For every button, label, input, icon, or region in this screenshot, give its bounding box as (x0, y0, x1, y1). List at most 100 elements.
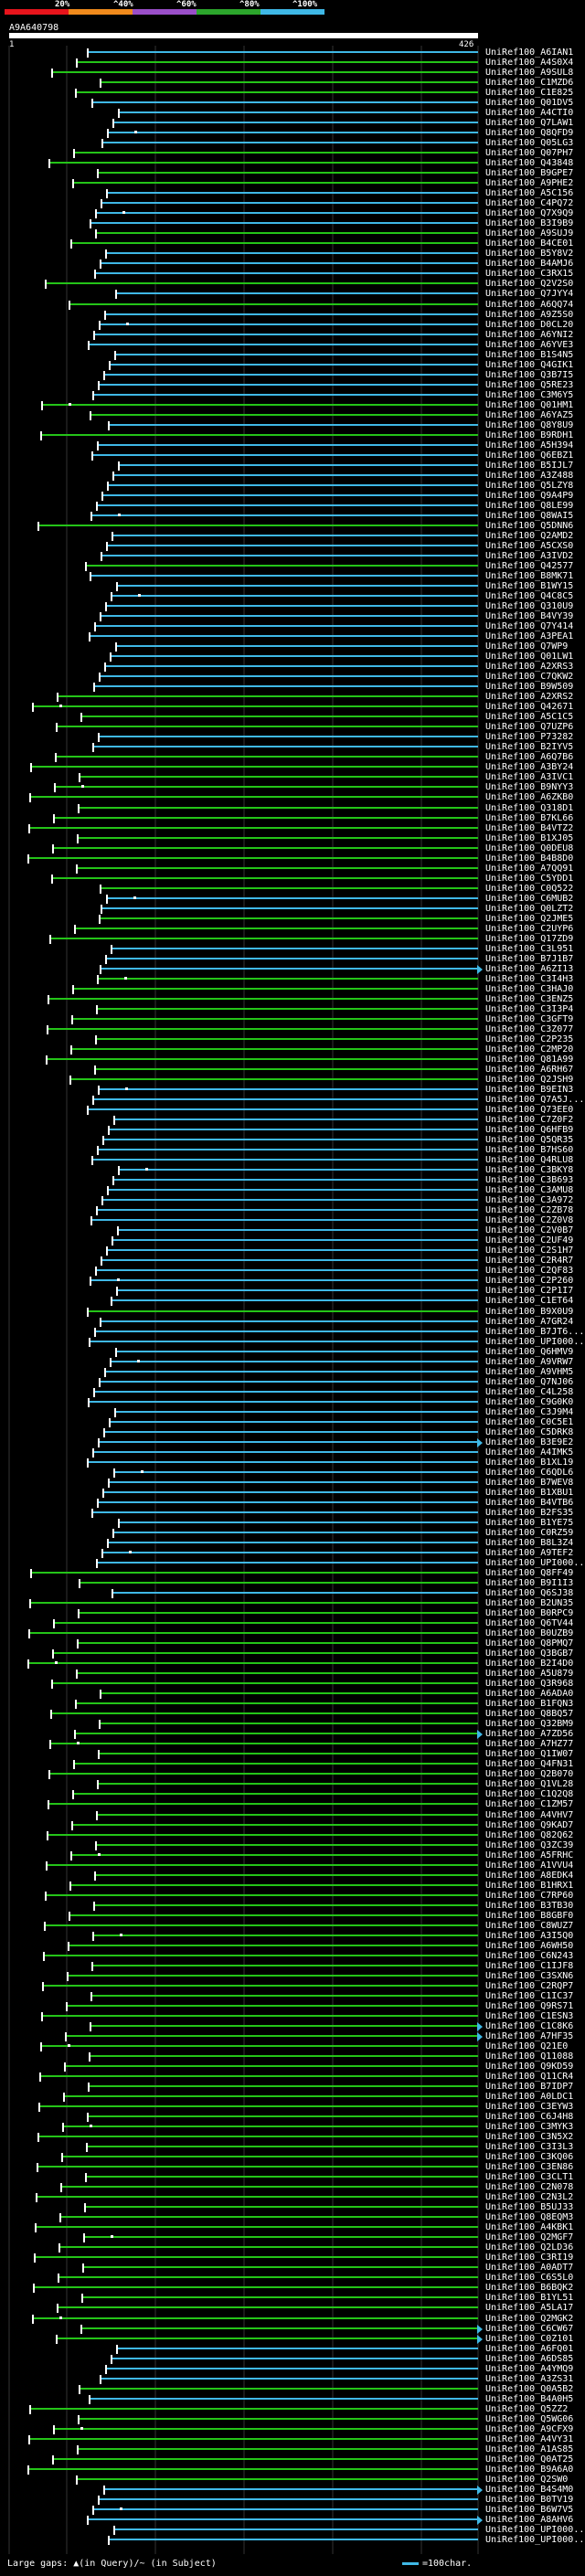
hit-accession-link[interactable]: UniRef100_UPI000... (485, 2534, 585, 2545)
hit-accession-link[interactable]: UniRef100_B7J1B7 (485, 953, 574, 964)
hit-line[interactable] (48, 162, 478, 164)
hit-line[interactable] (79, 1582, 478, 1585)
hit-line[interactable] (55, 756, 478, 758)
hit-line[interactable] (101, 555, 478, 557)
hit-line[interactable] (71, 1017, 478, 1020)
hit-row[interactable]: UniRef100_A4S0X4 (0, 58, 585, 69)
hit-line[interactable] (49, 937, 478, 939)
hit-accession-link[interactable]: UniRef100_A4IMK5 (485, 1447, 574, 1458)
hit-accession-link[interactable]: UniRef100_Q01DV5 (485, 98, 574, 109)
hit-accession-link[interactable]: UniRef100_Q8EQM3 (485, 2212, 574, 2223)
hit-row[interactable]: UniRef100_B3TB30 (0, 1901, 585, 1912)
hit-line[interactable] (89, 635, 478, 638)
hit-accession-link[interactable]: UniRef100_Q11CR4 (485, 2072, 574, 2083)
hit-line[interactable] (99, 323, 478, 325)
hit-accession-link[interactable]: UniRef100_B7WEV8 (485, 1477, 574, 1488)
hit-row[interactable]: UniRef100_A3BY24 (0, 762, 585, 773)
hit-accession-link[interactable]: UniRef100_C1IJF8 (485, 1960, 574, 1971)
hit-line[interactable] (69, 1078, 478, 1081)
hit-line[interactable] (96, 1813, 478, 1816)
hit-line[interactable] (94, 1873, 478, 1876)
hit-accession-link[interactable]: UniRef100_Q2JME5 (485, 913, 574, 924)
hit-line[interactable] (105, 605, 478, 608)
hit-accession-link[interactable]: UniRef100_C6S5L0 (485, 2273, 574, 2284)
hit-line[interactable] (118, 111, 478, 114)
hit-row[interactable]: UniRef100_C2V0B7 (0, 1225, 585, 1236)
hit-line[interactable] (47, 1027, 478, 1030)
hit-accession-link[interactable]: UniRef100_B3TB30 (485, 1900, 574, 1911)
hit-line[interactable] (71, 1823, 478, 1826)
hit-line[interactable] (92, 1098, 478, 1101)
hit-row[interactable]: UniRef100_B1WY15 (0, 581, 585, 592)
hit-line[interactable] (90, 1994, 478, 1997)
hit-line[interactable] (112, 1239, 478, 1242)
hit-accession-link[interactable]: UniRef100_B1S4N5 (485, 349, 574, 360)
hit-row[interactable]: UniRef100_C3GFT9 (0, 1014, 585, 1025)
hit-row[interactable]: UniRef100_C1IC37 (0, 1991, 585, 2002)
hit-accession-link[interactable]: UniRef100_UPI000... (485, 1558, 585, 1568)
hit-accession-link[interactable]: UniRef100_Q5ZZ2 (485, 2403, 569, 2414)
hit-accession-link[interactable]: UniRef100_B0RPC9 (485, 1608, 574, 1619)
hit-row[interactable]: UniRef100_C6N243 (0, 1951, 585, 1962)
hit-line[interactable] (82, 2266, 478, 2269)
hit-accession-link[interactable]: UniRef100_Q82Q62 (485, 1829, 574, 1840)
hit-line[interactable] (50, 1712, 478, 1715)
hit-row[interactable]: UniRef100_C3M6Y5 (0, 390, 585, 401)
hit-row[interactable]: UniRef100_Q310U9 (0, 601, 585, 612)
hit-row[interactable]: UniRef100_C2P1I7 (0, 1286, 585, 1297)
hit-row[interactable]: UniRef100_Q8LE99 (0, 501, 585, 512)
hit-line[interactable] (100, 967, 478, 970)
hit-line[interactable] (80, 716, 478, 718)
hit-row[interactable]: UniRef100_A1VVU4 (0, 1860, 585, 1871)
hit-line[interactable] (98, 736, 478, 738)
hit-accession-link[interactable]: UniRef100_B5IJL7 (485, 460, 574, 471)
hit-line[interactable] (98, 1088, 478, 1091)
hit-row[interactable]: UniRef100_C6QDL6 (0, 1468, 585, 1479)
hit-accession-link[interactable]: UniRef100_B6BQK2 (485, 2283, 574, 2294)
hit-accession-link[interactable]: UniRef100_A7HF35 (485, 2030, 574, 2041)
hit-line[interactable] (30, 766, 478, 769)
hit-line[interactable] (76, 61, 478, 64)
hit-accession-link[interactable]: UniRef100_Q32BM9 (485, 1719, 574, 1730)
hit-accession-link[interactable]: UniRef100_Q7X9Q9 (485, 208, 574, 219)
hit-row[interactable]: UniRef100_C0Z101 (0, 2334, 585, 2345)
hit-accession-link[interactable]: UniRef100_A7ZD56 (485, 1729, 574, 1740)
hit-line[interactable] (79, 776, 478, 779)
hit-line[interactable] (54, 786, 478, 789)
hit-row[interactable]: UniRef100_C3A972 (0, 1195, 585, 1206)
hit-row[interactable]: UniRef100_C3B693 (0, 1175, 585, 1186)
hit-row[interactable]: UniRef100_A6Q7B6 (0, 752, 585, 763)
hit-accession-link[interactable]: UniRef100_B8MK71 (485, 571, 574, 582)
hit-row[interactable]: UniRef100_C3RX15 (0, 269, 585, 280)
hit-accession-link[interactable]: UniRef100_C2Z0V8 (485, 1215, 574, 1226)
hit-row[interactable]: UniRef100_Q8WAI5 (0, 511, 585, 522)
hit-accession-link[interactable]: UniRef100_B2FS35 (485, 1507, 574, 1518)
hit-line[interactable] (111, 1299, 478, 1302)
hit-row[interactable]: UniRef100_Q2JSH9 (0, 1075, 585, 1086)
hit-line[interactable] (112, 122, 478, 124)
hit-line[interactable] (93, 1903, 478, 1906)
hit-row[interactable]: UniRef100_A4YMQ9 (0, 2364, 585, 2375)
hit-row[interactable]: UniRef100_D0CL20 (0, 320, 585, 331)
hit-accession-link[interactable]: UniRef100_A4CTI0 (485, 108, 574, 119)
hit-line[interactable] (72, 182, 478, 185)
hit-row[interactable]: UniRef100_B7IDP7 (0, 2082, 585, 2093)
hit-line[interactable] (87, 51, 478, 53)
hit-line[interactable] (114, 353, 478, 355)
hit-accession-link[interactable]: UniRef100_Q8PMQ7 (485, 1638, 574, 1649)
hit-row[interactable]: UniRef100_A7QQ91 (0, 864, 585, 875)
hit-line[interactable] (32, 2316, 478, 2319)
hit-row[interactable]: UniRef100_Q1IW07 (0, 1749, 585, 1760)
hit-accession-link[interactable]: UniRef100_C7Z0F2 (485, 1115, 574, 1126)
hit-row[interactable]: UniRef100_Q8PMQ7 (0, 1638, 585, 1649)
hit-line[interactable] (27, 2467, 478, 2470)
hit-accession-link[interactable]: UniRef100_C1ET64 (485, 1296, 574, 1307)
hit-line[interactable] (89, 1340, 478, 1342)
hit-accession-link[interactable]: UniRef100_Q7A5J... (485, 1095, 585, 1106)
hit-accession-link[interactable]: UniRef100_Q6HFB9 (485, 1125, 574, 1136)
hit-accession-link[interactable]: UniRef100_B7HS60 (485, 1145, 574, 1156)
hit-row[interactable]: UniRef100_Q7X9Q9 (0, 208, 585, 219)
hit-row[interactable]: UniRef100_Q01LW1 (0, 652, 585, 663)
hit-row[interactable]: UniRef100_C1C8K6 (0, 2021, 585, 2032)
hit-row[interactable]: UniRef100_C7QKW2 (0, 672, 585, 683)
